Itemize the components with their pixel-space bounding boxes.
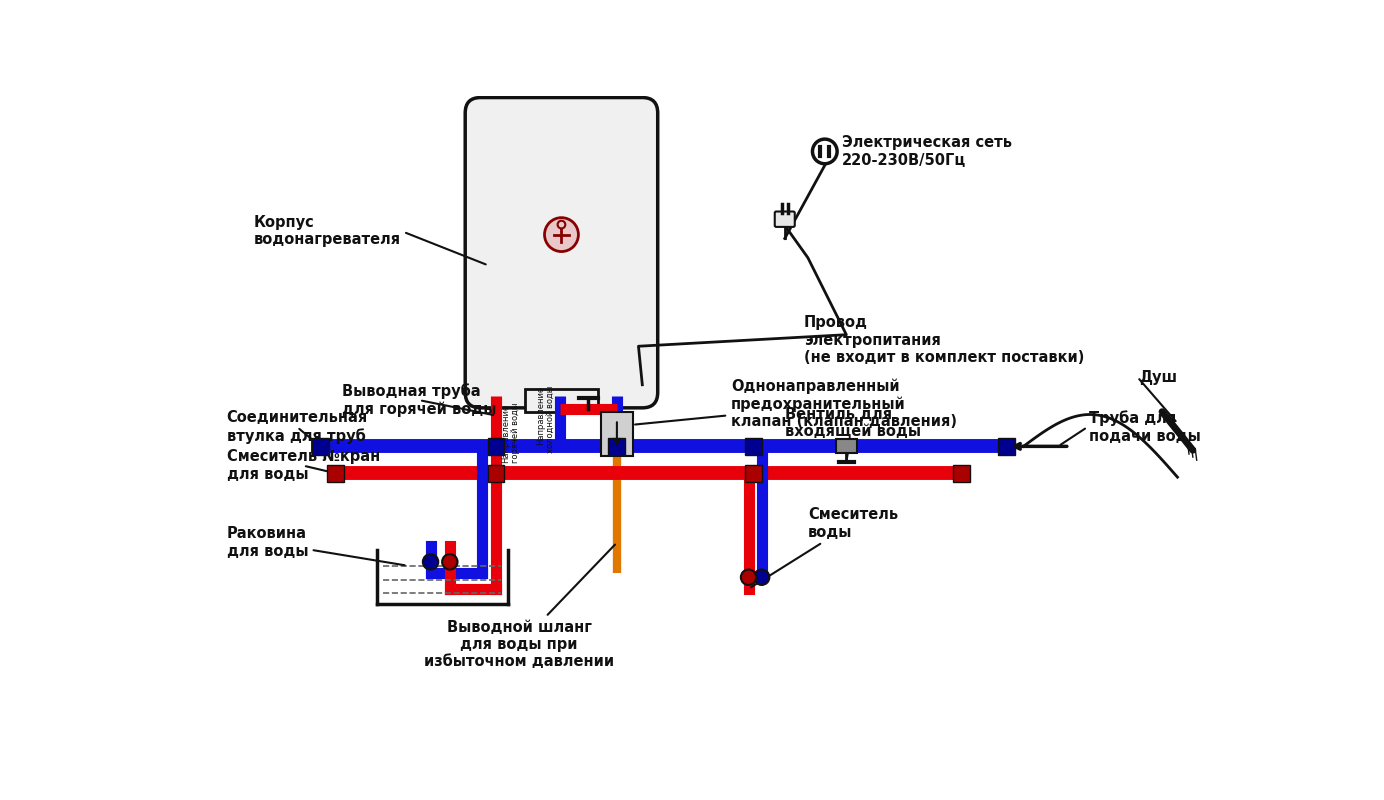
- Bar: [954, 465, 970, 482]
- Text: Направление
холодной воды: Направление холодной воды: [536, 386, 555, 453]
- FancyBboxPatch shape: [775, 211, 794, 227]
- Circle shape: [812, 139, 837, 164]
- Text: Корпус
водонагревателя: Корпус водонагревателя: [253, 214, 486, 264]
- Bar: [746, 438, 763, 455]
- Circle shape: [754, 570, 770, 585]
- Text: Провод
электропитания
(не входит в комплект поставки): Провод электропитания (не входит в компл…: [804, 315, 1085, 366]
- Text: Труба для
подачи воды: Труба для подачи воды: [1089, 410, 1201, 444]
- Text: Раковина
для воды: Раковина для воды: [227, 526, 404, 566]
- Text: Направление
горячей воды: Направление горячей воды: [501, 402, 520, 463]
- Text: Смеситель №кран
для воды: Смеситель №кран для воды: [227, 450, 379, 482]
- Text: Однонаправленный
предохранительный
клапан (клапан давления): Однонаправленный предохранительный клапа…: [635, 378, 956, 430]
- Bar: [487, 465, 505, 482]
- Bar: [487, 438, 505, 455]
- Text: Соединительная
втулка для труб: Соединительная втулка для труб: [227, 410, 368, 445]
- Bar: [609, 438, 626, 455]
- Circle shape: [558, 221, 565, 229]
- Circle shape: [544, 218, 579, 251]
- Text: Выводная труба
для горячей воды: Выводная труба для горячей воды: [342, 383, 497, 417]
- Bar: [311, 438, 329, 455]
- Text: Выводной шланг
для воды при
избыточном давлении: Выводной шланг для воды при избыточном д…: [424, 545, 614, 670]
- Circle shape: [424, 554, 439, 570]
- FancyBboxPatch shape: [465, 98, 657, 408]
- Bar: [998, 438, 1014, 455]
- Text: Вентиль для
входящей воды: Вентиль для входящей воды: [785, 407, 920, 459]
- Text: Электрическая сеть
220-230В/50Гц: Электрическая сеть 220-230В/50Гц: [841, 135, 1012, 168]
- Circle shape: [740, 570, 756, 585]
- Bar: [328, 465, 345, 482]
- FancyBboxPatch shape: [601, 413, 632, 456]
- Bar: [746, 465, 763, 482]
- Bar: [525, 389, 598, 412]
- Text: Смеситель
воды: Смеситель воды: [752, 507, 898, 587]
- Circle shape: [441, 554, 458, 570]
- Text: Душ: Душ: [1139, 370, 1176, 385]
- Bar: [836, 439, 857, 454]
